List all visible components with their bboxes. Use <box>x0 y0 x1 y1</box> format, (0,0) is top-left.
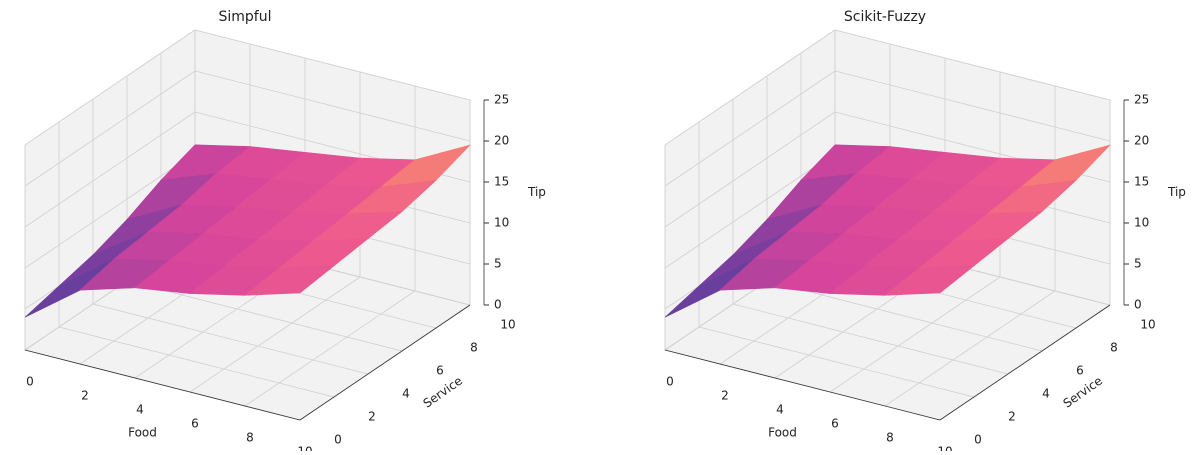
y-tick-label: 2 <box>1008 410 1016 424</box>
surface-patch <box>244 265 335 296</box>
z-axis-label: Tip <box>527 185 546 199</box>
grid-line <box>194 29 471 101</box>
z-tick-label: 25 <box>494 93 509 107</box>
grid-line <box>92 303 369 375</box>
z-tick-label: 0 <box>1134 298 1142 312</box>
grid-line <box>194 70 471 142</box>
y-tick-label: 4 <box>1042 387 1050 401</box>
grid-line <box>189 276 361 393</box>
z-tick-label: 15 <box>494 175 509 189</box>
y-tick-label: 2 <box>368 410 376 424</box>
x-tick-label: 10 <box>937 445 952 452</box>
y-tick-label: 8 <box>470 341 478 355</box>
grid-line <box>244 290 416 407</box>
y-tick-label: 6 <box>1076 364 1084 378</box>
z-tick-label: 25 <box>1134 93 1149 107</box>
grid-line <box>24 29 196 146</box>
z-tick-label: 5 <box>1134 257 1142 271</box>
grid-line <box>766 280 1043 352</box>
x-tick-label: 2 <box>721 389 729 403</box>
axis-line <box>664 349 941 421</box>
y-tick-label: 8 <box>1110 341 1118 355</box>
x-tick-label: 10 <box>297 445 312 452</box>
z-tick-label: 20 <box>1134 134 1149 148</box>
grid-line <box>24 152 196 269</box>
subplot: Simpful 0 2 4 6 8 10 0 2 4 6 8 10 0 5 10 15 20 25 Food Servi… <box>23 9 546 455</box>
grid-line <box>884 290 1056 407</box>
y-tick-label: 0 <box>334 433 342 447</box>
x-tick-label: 6 <box>831 417 839 431</box>
grid-line <box>829 276 1001 393</box>
y-axis-label: Service <box>1061 374 1105 411</box>
grid-line <box>664 70 836 187</box>
grid-line <box>664 152 836 269</box>
chart-title: Simpful <box>219 9 272 25</box>
y-axis-label: Service <box>421 374 465 411</box>
z-axis-label: Tip <box>1167 185 1186 199</box>
y-tick-label: 6 <box>436 364 444 378</box>
z-tick-label: 20 <box>494 134 509 148</box>
grid-line <box>834 29 1111 101</box>
axis-line <box>939 304 1111 421</box>
x-tick-label: 6 <box>191 417 199 431</box>
grid-line <box>698 326 975 398</box>
x-axis-label: Food <box>768 426 797 440</box>
axis-line <box>299 304 471 421</box>
x-axis-label: Food <box>128 426 157 440</box>
grid-line <box>834 70 1111 142</box>
x-tick-label: 4 <box>776 403 784 417</box>
y-tick-label: 10 <box>500 318 515 332</box>
grid-line <box>24 70 196 187</box>
y-tick-label: 10 <box>1140 318 1155 332</box>
grid-line <box>664 111 836 228</box>
z-tick-label: 10 <box>494 216 509 230</box>
x-tick-label: 4 <box>136 403 144 417</box>
x-tick-label: 8 <box>246 431 254 445</box>
x-tick-label: 8 <box>886 431 894 445</box>
x-tick-label: 0 <box>666 375 674 389</box>
x-tick-label: 0 <box>26 375 34 389</box>
grid-line <box>24 111 196 228</box>
grid-line <box>58 326 335 398</box>
y-tick-label: 4 <box>402 387 410 401</box>
z-tick-label: 0 <box>494 298 502 312</box>
chart-title: Scikit-Fuzzy <box>844 9 926 25</box>
grid-line <box>126 280 403 352</box>
grid-line <box>732 303 1009 375</box>
grid-line <box>664 29 836 146</box>
z-tick-label: 5 <box>494 257 502 271</box>
z-tick-label: 15 <box>1134 175 1149 189</box>
surface-patch <box>884 265 975 296</box>
z-tick-label: 10 <box>1134 216 1149 230</box>
subplot: Scikit-Fuzzy 0 2 4 6 8 10 0 2 4 6 8 10 0 5 10 15 20 25 Food… <box>663 9 1186 455</box>
axis-line <box>24 349 301 421</box>
y-tick-label: 0 <box>974 433 982 447</box>
x-tick-label: 2 <box>81 389 89 403</box>
